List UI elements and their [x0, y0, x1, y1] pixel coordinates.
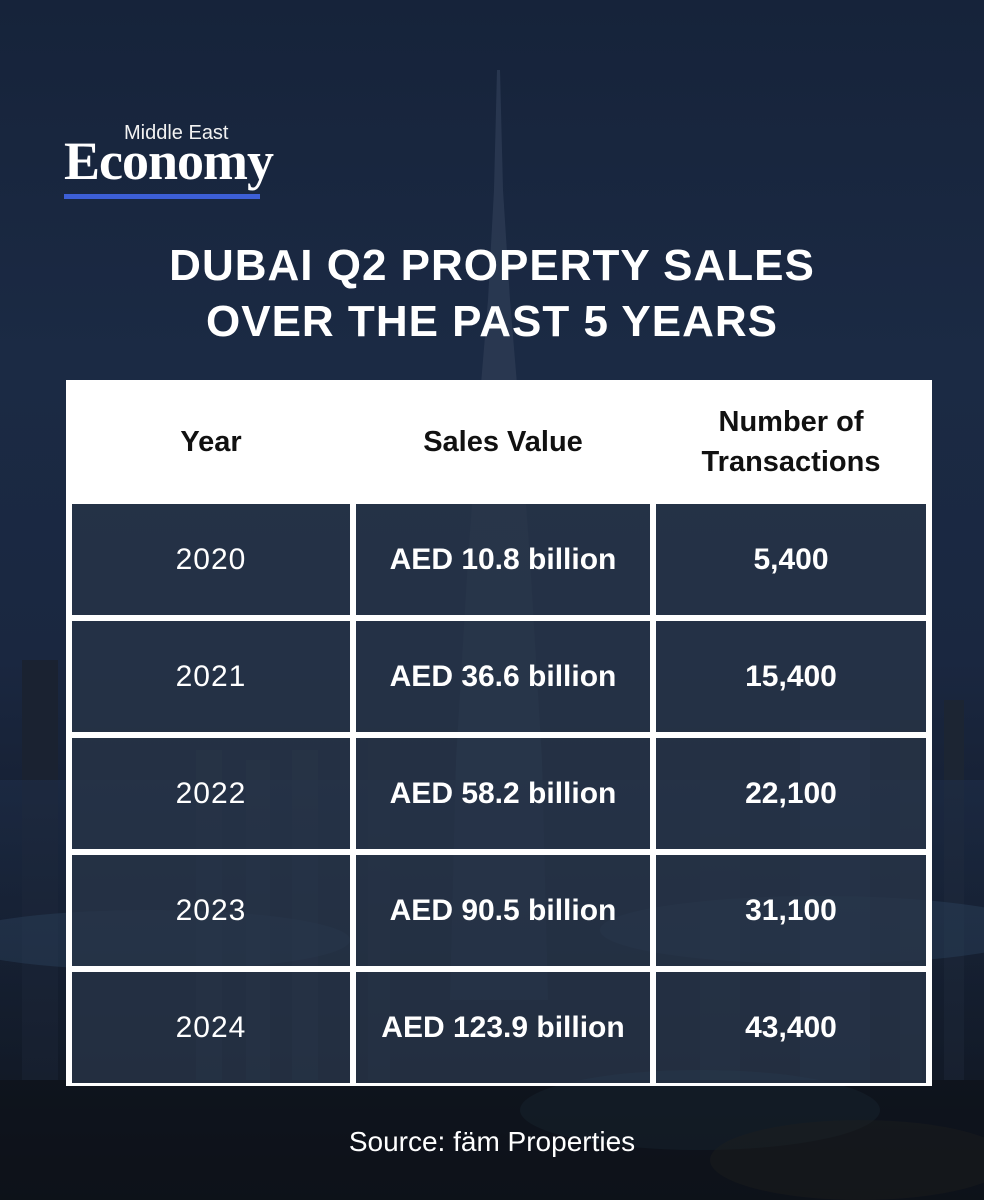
logo-underline	[64, 194, 260, 199]
cell-sales-value: AED 36.6 billion	[353, 618, 653, 735]
economy-logo: Middle East Economy	[64, 122, 364, 202]
cell-transactions: 15,400	[653, 618, 929, 735]
cell-transactions: 22,100	[653, 735, 929, 852]
cell-transactions: 43,400	[653, 969, 929, 1086]
page-title: DUBAI Q2 PROPERTY SALES OVER THE PAST 5 …	[0, 238, 984, 350]
table-row: 2023 AED 90.5 billion 31,100	[69, 852, 929, 969]
title-line-1: DUBAI Q2 PROPERTY SALES	[169, 241, 815, 290]
table-row: 2021 AED 36.6 billion 15,400	[69, 618, 929, 735]
cell-year: 2020	[69, 501, 353, 618]
source-note: Source: fäm Properties	[348, 1126, 636, 1157]
cell-sales-value: AED 123.9 billion	[353, 969, 653, 1086]
header-transactions-line-2: Transactions	[701, 446, 881, 478]
cell-year: 2022	[69, 735, 353, 852]
table-row: 2022 AED 58.2 billion 22,100	[69, 735, 929, 852]
cell-transactions: 31,100	[653, 852, 929, 969]
header-sales-value: Sales Value	[423, 426, 583, 458]
cell-year: 2023	[69, 852, 353, 969]
header-year: Year	[180, 426, 242, 458]
cell-year: 2024	[69, 969, 353, 1086]
cell-sales-value: AED 90.5 billion	[353, 852, 653, 969]
header-transactions-line-1: Number of	[718, 406, 864, 438]
header-transactions: Number of Transactions	[653, 383, 929, 501]
logo-subtitle: Middle East	[124, 122, 229, 144]
sales-table: Year Sales Value Number of Transactions …	[66, 380, 932, 1086]
logo-title: Economy	[64, 131, 274, 191]
cell-year: 2021	[69, 618, 353, 735]
cell-sales-value: AED 58.2 billion	[353, 735, 653, 852]
cell-sales-value: AED 10.8 billion	[353, 501, 653, 618]
table-row: 2020 AED 10.8 billion 5,400	[69, 501, 929, 618]
table-row: 2024 AED 123.9 billion 43,400	[69, 969, 929, 1086]
table-header: Year Sales Value Number of Transactions	[69, 383, 929, 501]
cell-transactions: 5,400	[653, 501, 929, 618]
title-line-2: OVER THE PAST 5 YEARS	[206, 297, 778, 346]
